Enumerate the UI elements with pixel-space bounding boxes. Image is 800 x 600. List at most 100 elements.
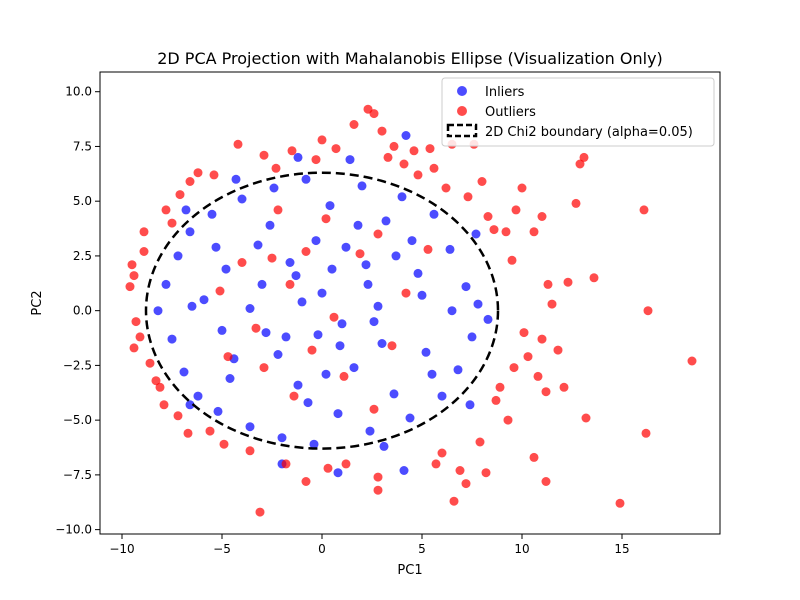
outlier-point [373,472,383,482]
outlier-point [289,391,299,401]
inlier-point [333,468,343,478]
inlier-point [401,131,411,140]
inlier-point [341,242,351,252]
inlier-point [217,325,227,335]
inlier-point [353,220,363,230]
inlier-point [337,319,347,329]
inlier-point [311,236,321,246]
outlier-point [449,496,459,506]
outlier-point [589,273,599,283]
outlier-point [355,249,365,259]
inlier-point [273,350,283,359]
x-tick-label: −10 [109,542,134,556]
outlier-point [575,159,585,169]
outlier-point [563,277,573,287]
outlier-point [151,376,161,386]
inlier-point [391,251,401,261]
outlier-point [387,341,397,351]
inlier-point [237,194,247,204]
outlier-point [495,382,505,392]
inlier-point [429,209,439,219]
outlier-point [285,279,295,289]
outlier-point [641,428,651,438]
inlier-point [317,288,327,298]
inlier-point [335,341,345,351]
y-tick-label: 0.0 [73,304,92,318]
outlier-point [463,192,473,202]
inlier-point [265,220,275,230]
inlier-point [361,260,371,270]
outliers-series [125,104,697,517]
outlier-point [271,163,281,173]
x-tick-label: 10 [514,542,529,556]
inlier-point [471,229,481,239]
outlier-point [429,163,439,173]
inlier-point [225,374,235,383]
outlier-point [339,371,349,381]
inlier-point [293,380,303,390]
x-tick-label: 5 [418,542,426,556]
outlier-point [483,212,493,221]
outlier-point [259,363,269,373]
outlier-point [373,485,383,495]
outlier-point [155,382,165,392]
outlier-point [321,214,331,224]
inlier-point [473,299,483,309]
inlier-point [381,216,391,226]
y-tick-label: 5.0 [73,194,92,208]
inlier-point [277,433,287,443]
outlier-point [127,260,137,270]
inlier-point [153,306,163,316]
outlier-point [301,247,311,256]
inlier-point [483,314,493,324]
y-tick-label: 7.5 [73,139,92,153]
inlier-point [297,297,307,307]
inlier-point [221,264,231,274]
chart-title: 2D PCA Projection with Mahalanobis Ellip… [157,49,663,68]
outlier-point [259,150,269,160]
outlier-point [145,358,155,368]
y-tick-label: −10.0 [55,523,92,537]
outlier-point [161,205,171,215]
outlier-point [461,479,471,489]
inlier-point [397,192,407,202]
outlier-point [183,428,193,438]
plot-frame [99,71,721,535]
outlier-point [317,135,327,145]
outlier-point [311,155,321,165]
inlier-point [467,332,477,342]
y-tick-label: −2.5 [63,358,92,372]
outlier-point [401,288,411,298]
outlier-point [233,139,243,149]
x-tick-label: 15 [614,542,629,556]
outlier-point [139,247,149,256]
outlier-point [423,244,433,254]
outlier-point [219,439,229,449]
inlier-point [417,290,427,300]
outlier-point [237,258,247,267]
inlier-point [445,244,455,254]
legend-inliers-marker [457,86,467,96]
inlier-point [293,152,303,162]
outlier-point [139,227,149,237]
inlier-point [161,279,171,289]
outlier-point [389,141,399,151]
outlier-point [131,317,141,327]
inlier-point [321,369,331,379]
outlier-point [223,352,233,362]
inlier-point [369,317,379,327]
outlier-point [267,253,277,263]
inlier-point [185,400,195,410]
inliers-series [153,131,493,478]
legend-outliers-label: Outliers [485,105,536,120]
outlier-point [501,227,511,237]
outlier-point [529,452,539,462]
inlier-point [405,413,415,423]
x-tick-label: 0 [318,542,326,556]
outlier-point [481,468,491,478]
inlier-point [309,439,319,449]
outlier-point [491,395,501,405]
legend-outliers-marker [457,106,467,116]
outlier-point [373,229,383,239]
inlier-point [193,391,203,401]
